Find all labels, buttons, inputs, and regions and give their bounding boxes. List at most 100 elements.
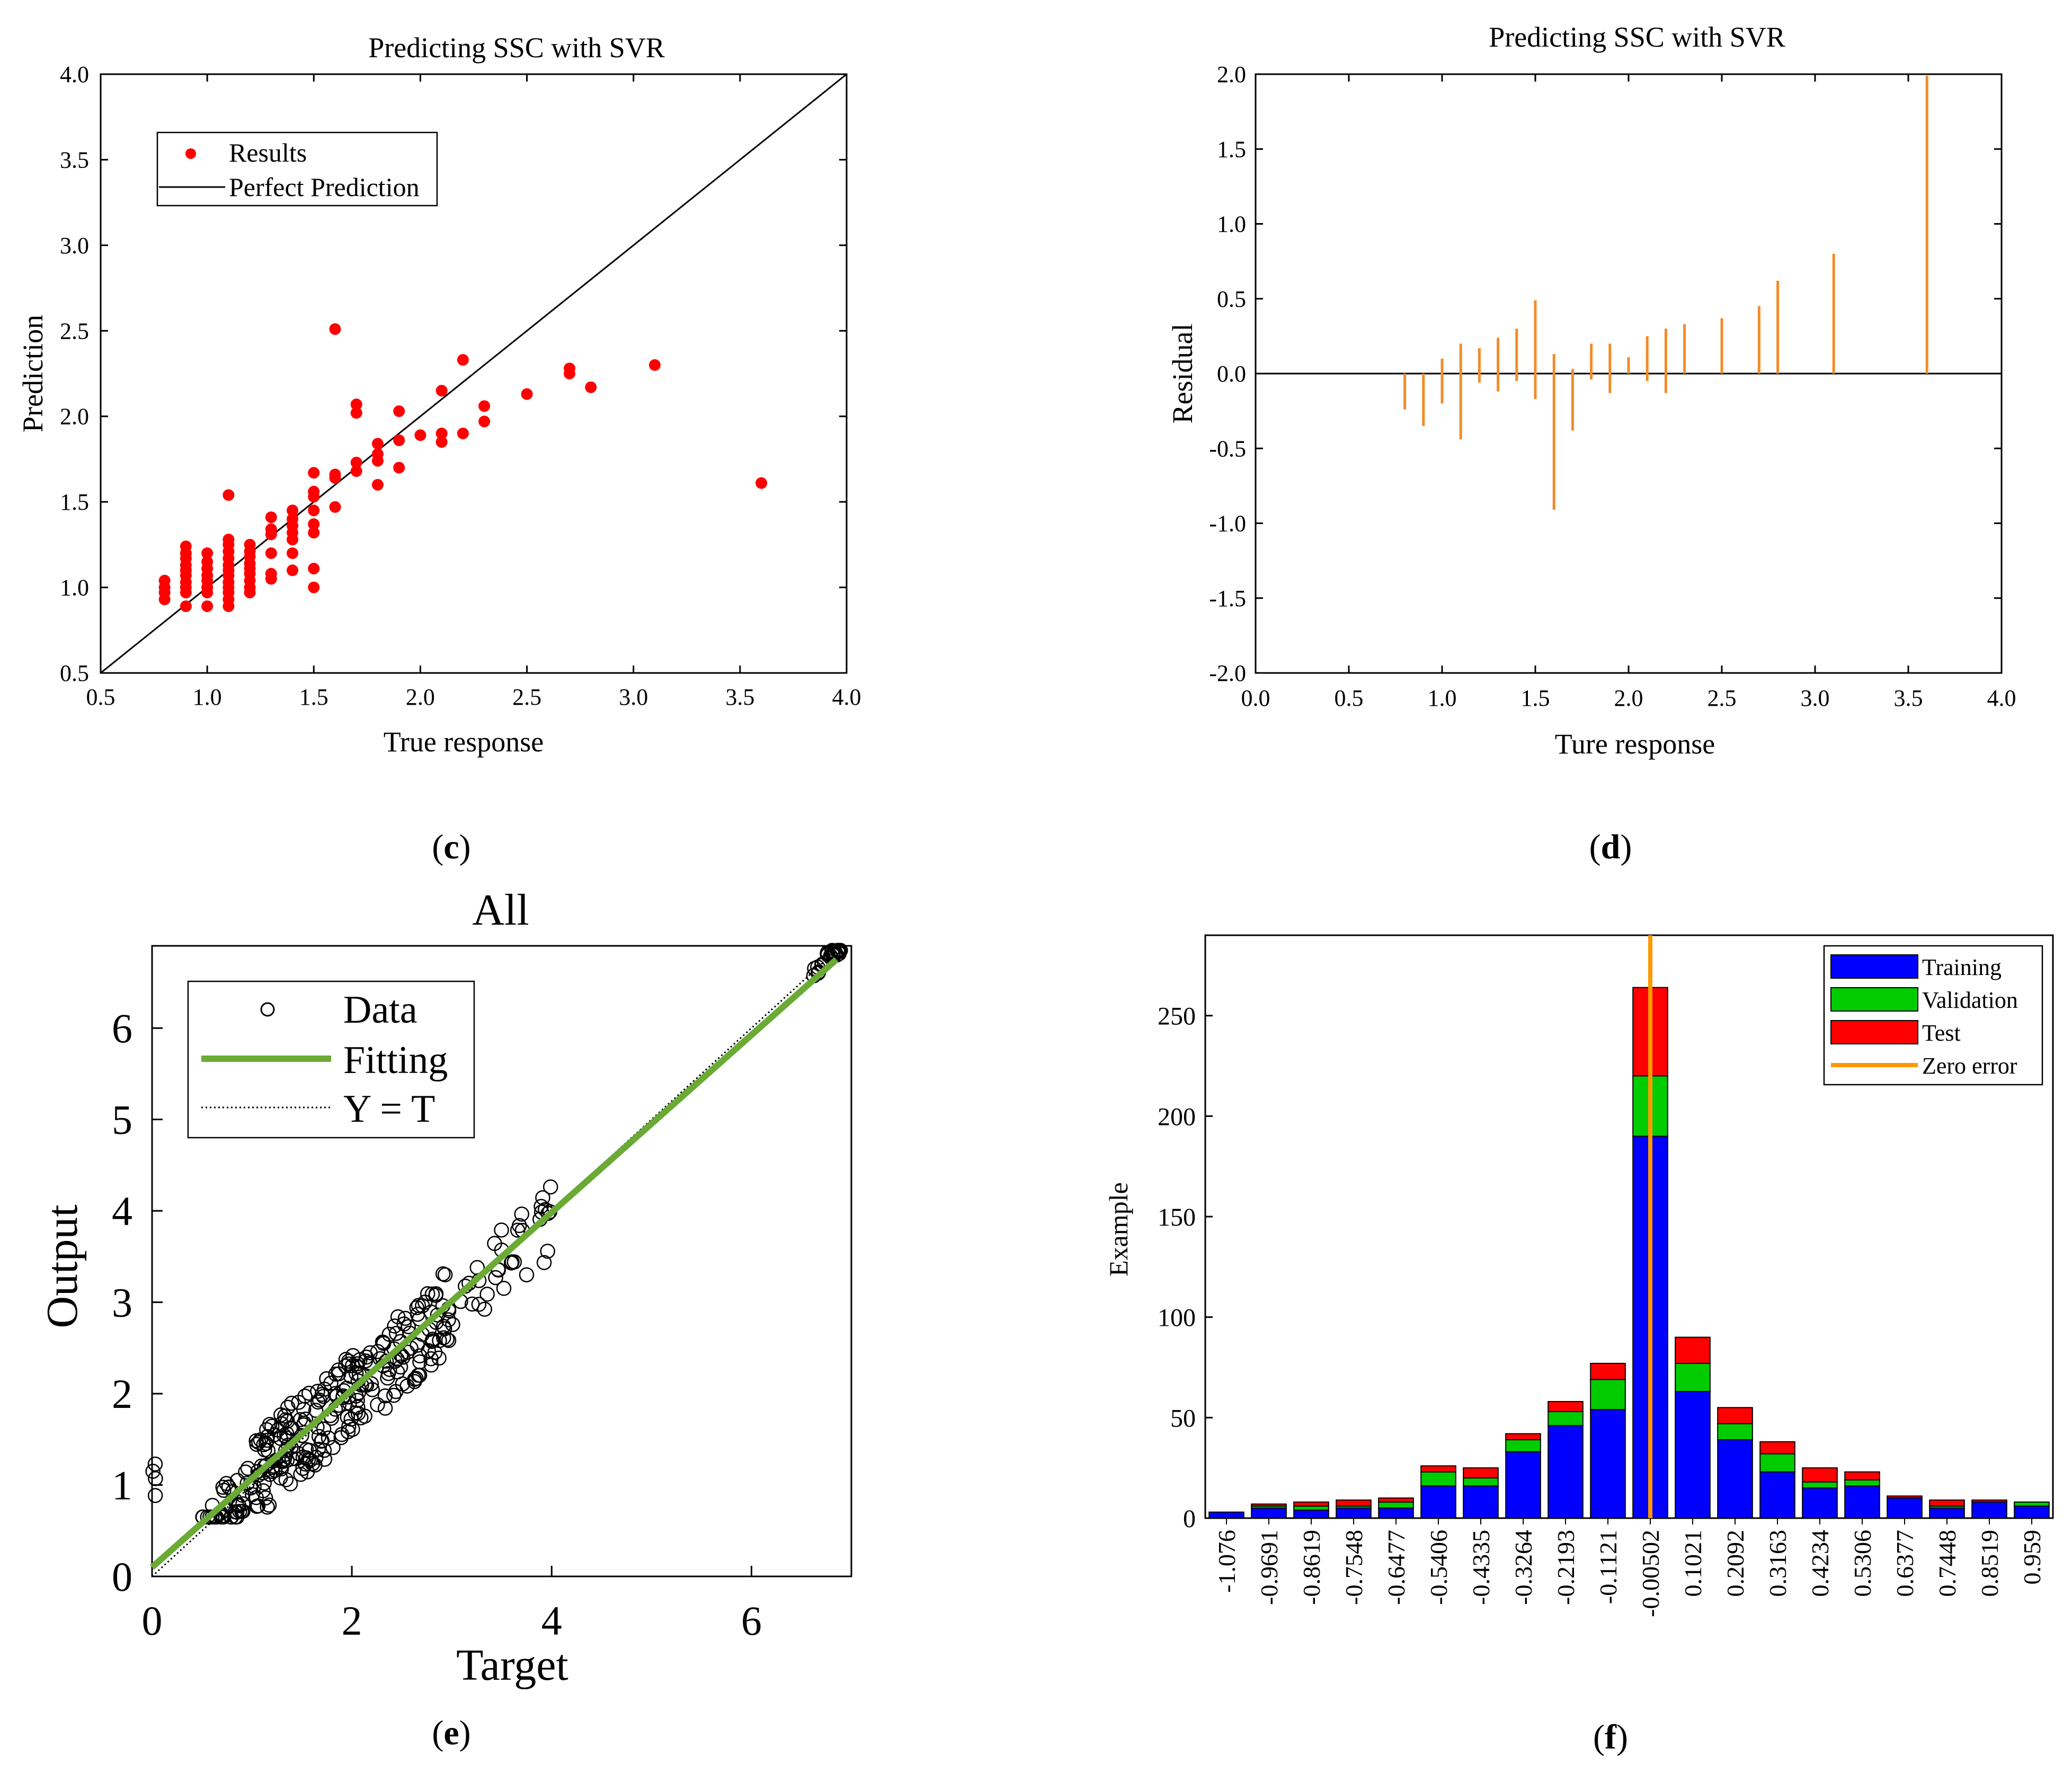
data-point — [428, 1286, 444, 1301]
result-point — [287, 504, 299, 517]
bar-training — [1293, 1509, 1329, 1519]
data-point — [464, 1296, 480, 1312]
data-point — [830, 943, 846, 958]
data-point — [357, 1408, 372, 1424]
data-point — [381, 1326, 397, 1342]
y-tick-label: 2.0 — [60, 404, 89, 430]
y-tick-label: 3.5 — [60, 147, 89, 173]
data-point — [417, 1295, 433, 1310]
data-point — [256, 1475, 272, 1491]
legend-label: Zero error — [1922, 1053, 2017, 1079]
panel-e-lines — [150, 950, 839, 1577]
bar-validation — [1717, 1423, 1753, 1441]
bar-training — [1336, 1508, 1372, 1519]
result-point — [435, 436, 448, 448]
data-point — [280, 1399, 296, 1415]
panel-f-category-labels: -1.076 -0.9691 -0.8619 -0.7548 -0.6477 -0.540… — [1213, 1530, 2046, 1617]
panel-e-caption: (e) — [432, 1714, 470, 1752]
data-point — [377, 1388, 393, 1404]
bar-training — [1208, 1511, 1244, 1519]
data-point — [260, 1432, 275, 1448]
bar-training — [1717, 1439, 1753, 1519]
data-point — [147, 1456, 163, 1472]
result-point — [329, 468, 341, 481]
data-point — [341, 1353, 357, 1369]
category-label: 0.1021 — [1679, 1530, 1706, 1597]
data-point — [298, 1450, 314, 1466]
data-point — [273, 1461, 289, 1477]
bar-training — [1548, 1425, 1584, 1519]
data-point — [445, 1317, 460, 1332]
result-point — [393, 462, 405, 474]
bar-training — [2014, 1505, 2050, 1519]
data-point — [215, 1479, 230, 1495]
x-tick-label: 2.0 — [406, 684, 435, 710]
data-point — [386, 1388, 402, 1403]
bar-training — [1802, 1487, 1838, 1519]
data-point — [477, 1301, 493, 1317]
result-point — [223, 489, 235, 501]
data-point — [145, 1464, 161, 1479]
result-point — [457, 428, 469, 439]
data-point — [148, 1471, 163, 1486]
panel-f-caption: (f) — [1593, 1718, 1628, 1757]
panel-e-ticks: 0 2 4 6 0 1 2 3 4 5 6 — [112, 1005, 762, 1644]
y-tick-label: 0.5 — [1217, 286, 1246, 312]
data-point — [494, 1222, 509, 1238]
y-tick-label: -1.5 — [1209, 586, 1246, 611]
result-point — [180, 540, 192, 553]
category-label: 0.5306 — [1849, 1530, 1876, 1597]
bar-validation — [1590, 1379, 1626, 1411]
legend-results-label: Results — [229, 138, 307, 167]
data-point — [314, 1433, 329, 1449]
result-point — [350, 456, 362, 468]
y-tick-label: 100 — [1158, 1304, 1196, 1332]
legend-results-marker — [185, 148, 196, 159]
category-label: 0.959 — [2018, 1530, 2046, 1585]
result-point — [308, 518, 320, 530]
result-point — [521, 388, 533, 400]
data-point — [312, 1392, 327, 1408]
category-label: 0.7448 — [1934, 1530, 1961, 1597]
result-point — [308, 581, 320, 593]
category-label: 0.3163 — [1764, 1530, 1791, 1597]
data-point — [296, 1402, 312, 1417]
category-label: -0.4335 — [1468, 1530, 1495, 1605]
y-tick-label: 0.0 — [1217, 361, 1246, 387]
x-tick-label: 2.0 — [1614, 685, 1643, 711]
result-point — [158, 574, 171, 587]
result-point — [180, 600, 192, 613]
panel-e-xlabel: Target — [456, 1641, 568, 1690]
y-tick-label: 4 — [112, 1188, 132, 1234]
bar-validation — [1759, 1453, 1795, 1473]
result-point — [585, 381, 597, 393]
result-point — [329, 323, 341, 335]
x-tick-label: 1.0 — [1428, 685, 1457, 711]
data-point — [298, 1411, 314, 1427]
data-point — [540, 1244, 555, 1259]
bar-training — [1590, 1409, 1626, 1519]
bar-test — [1251, 1503, 1287, 1507]
result-point — [478, 400, 491, 412]
data-point — [370, 1397, 385, 1413]
x-tick-label: 6 — [741, 1598, 762, 1644]
category-label: 0.8519 — [1976, 1530, 2003, 1597]
panel-e-frame — [151, 945, 852, 1577]
x-tick-label: 0 — [142, 1598, 163, 1644]
data-point — [397, 1310, 413, 1326]
y-tick-label: 5 — [112, 1097, 132, 1143]
x-tick-label: 2.5 — [1708, 685, 1737, 711]
x-tick-label: 3.5 — [725, 684, 754, 710]
bar-training — [1420, 1485, 1456, 1519]
x-tick-label: 3.0 — [619, 684, 648, 710]
result-point — [287, 547, 299, 559]
panel-e-ylabel: Output — [38, 1204, 87, 1328]
data-point — [536, 1255, 552, 1270]
data-point — [250, 1498, 266, 1514]
data-point — [328, 1367, 343, 1382]
y-tick-label: 2 — [112, 1371, 132, 1417]
bar-validation — [1844, 1479, 1880, 1487]
panel-e-legend: Data Fitting Y = T — [187, 980, 475, 1139]
x-tick-label: 2 — [342, 1598, 362, 1644]
result-point — [287, 513, 299, 525]
